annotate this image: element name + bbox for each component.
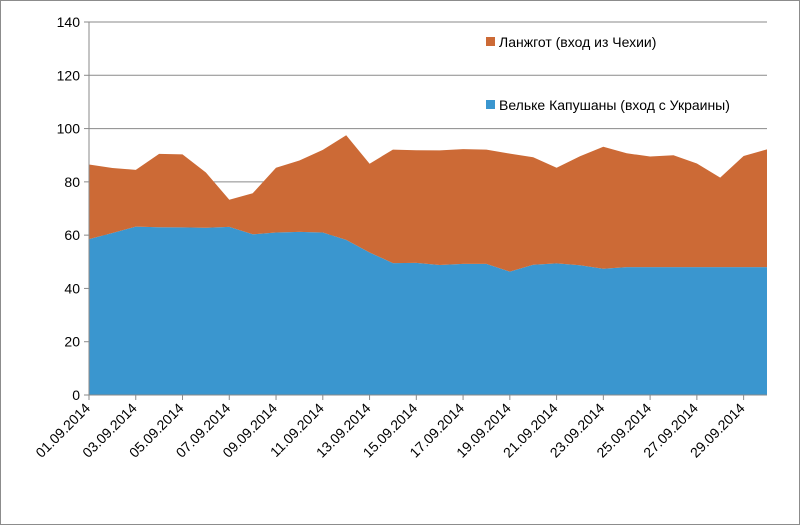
y-tick-label: 20 xyxy=(64,334,80,350)
plot-area xyxy=(89,135,767,395)
legend-swatch-velke-kapushany xyxy=(486,100,495,109)
y-tick-label: 60 xyxy=(64,227,80,243)
area-series-1 xyxy=(89,135,767,272)
legend-item-velke-kapushany: Вельке Капушаны (вход с Украины) xyxy=(486,97,730,113)
legend-swatch-lanzhot xyxy=(486,37,495,46)
legend-item-lanzhot: Ланжгот (вход из Чехии) xyxy=(486,34,656,50)
y-tick-label: 0 xyxy=(72,387,80,403)
y-tick-label: 40 xyxy=(64,280,80,296)
y-tick-label: 80 xyxy=(64,174,80,190)
area-series-0 xyxy=(89,226,767,395)
y-tick-label: 100 xyxy=(57,121,81,137)
y-tick-label: 120 xyxy=(57,67,81,83)
legend-label-lanzhot: Ланжгот (вход из Чехии) xyxy=(499,34,657,50)
legend-label-velke-kapushany: Вельке Капушаны (вход с Украины) xyxy=(499,97,730,113)
y-tick-label: 140 xyxy=(57,14,81,30)
